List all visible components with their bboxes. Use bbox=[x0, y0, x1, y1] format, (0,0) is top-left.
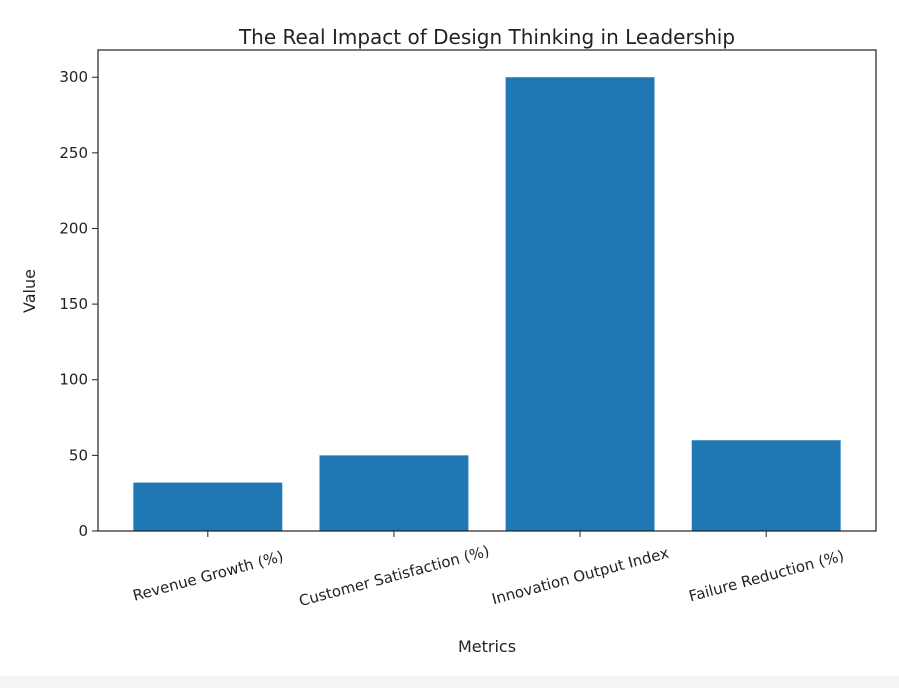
bar bbox=[691, 440, 841, 531]
x-axis-label: Metrics bbox=[458, 637, 516, 656]
x-tick-label: Failure Reduction (%) bbox=[687, 547, 846, 606]
bar bbox=[133, 482, 283, 531]
y-axis-label: Value bbox=[20, 269, 39, 313]
x-tick-label: Revenue Growth (%) bbox=[131, 547, 285, 605]
x-tick-label: Innovation Output Index bbox=[490, 544, 671, 609]
x-tick-label: Customer Satisfaction (%) bbox=[297, 542, 491, 610]
bar bbox=[319, 455, 469, 531]
bar bbox=[505, 77, 655, 532]
y-tick-label: 300 bbox=[59, 68, 88, 86]
bottom-strip bbox=[0, 676, 899, 688]
y-tick-label: 250 bbox=[59, 144, 88, 162]
plot-frame bbox=[97, 49, 877, 532]
y-tick-label: 150 bbox=[59, 295, 88, 313]
y-tick-label: 0 bbox=[78, 522, 88, 540]
chart-title: The Real Impact of Design Thinking in Le… bbox=[238, 25, 735, 49]
y-tick-label: 100 bbox=[59, 371, 88, 389]
y-tick-label: 200 bbox=[59, 219, 88, 237]
y-tick-label: 50 bbox=[69, 446, 88, 464]
